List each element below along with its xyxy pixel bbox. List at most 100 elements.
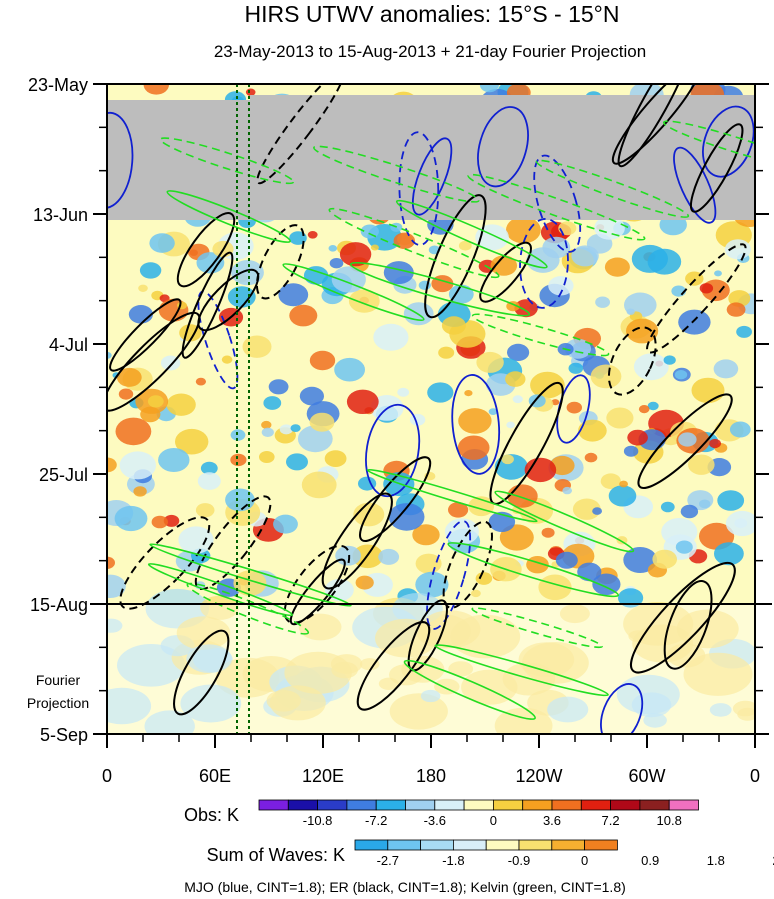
anomaly-blob (572, 498, 601, 520)
anomaly-blob (506, 421, 515, 429)
projection-blob (683, 652, 753, 696)
anomaly-blob (118, 388, 134, 400)
anomaly-blob (661, 518, 698, 546)
anomaly-blob (675, 540, 693, 554)
anomaly-blob (279, 424, 293, 435)
mjo-contour (702, 105, 755, 178)
kelvin-contour (471, 313, 610, 357)
colorbar-tick-label: -2.7 (377, 853, 399, 868)
colorbar-tick-label: -10.8 (303, 813, 333, 828)
anomaly-blob (268, 379, 289, 395)
anomaly-blob (273, 514, 298, 534)
anomaly-blob (261, 427, 274, 437)
anomaly-blob (506, 216, 541, 244)
anomaly-blob (261, 420, 272, 429)
anomaly-blob (691, 377, 725, 404)
colorbar-tick-label: -1.8 (442, 853, 464, 868)
obs-colorbar: -10.8 -7.2 -3.6 0 3.6 7.2 10.8 (258, 799, 699, 828)
anomaly-blob (590, 364, 622, 389)
kelvin-contour (471, 607, 603, 649)
anomaly-blob (464, 390, 473, 397)
er-contour (256, 84, 346, 185)
projection-blob (732, 700, 755, 717)
anomaly-blob (688, 454, 715, 475)
anomaly-blob (729, 421, 751, 438)
er-contour (181, 251, 234, 359)
anomaly-blob (143, 84, 169, 95)
anomaly-blob (200, 461, 218, 475)
mjo-contour (533, 154, 582, 253)
colorbar-swatch (452, 839, 487, 851)
anomaly-blob (230, 453, 247, 467)
anomaly-blob (652, 549, 677, 569)
waves-colorbar-label: Sum of Waves: K (207, 845, 345, 865)
anomaly-blob (699, 283, 714, 294)
anomaly-blob (335, 545, 361, 566)
colorbar-swatch (405, 799, 436, 811)
anomaly-blob (512, 395, 523, 404)
fourier-projection-shade (107, 604, 755, 734)
kelvin-contour (662, 120, 755, 168)
anomaly-blob (297, 425, 333, 453)
er-contour (617, 84, 692, 168)
colorbar-tick-label: 7.2 (602, 813, 620, 828)
anomaly-blob (623, 547, 658, 573)
anomaly-blob (505, 371, 526, 387)
projection-blob (559, 604, 590, 624)
colorbar-swatch (518, 839, 553, 851)
anomaly-blob (538, 574, 572, 601)
mjo-contour (365, 403, 421, 498)
anomaly-blob (139, 262, 162, 279)
anomaly-blob (476, 351, 504, 373)
mjo-contour (426, 520, 472, 630)
anomaly-blob (166, 393, 196, 416)
anomaly-blob (289, 304, 318, 327)
anomaly-blob (577, 562, 602, 582)
mjo-contour (398, 131, 440, 246)
anomaly-blob (263, 396, 282, 410)
x-tick-label: 0 (750, 766, 760, 786)
anomaly-blob (245, 88, 256, 96)
colorbar-swatch (668, 799, 699, 811)
er-contour (424, 194, 487, 319)
anomaly-blob (490, 255, 518, 276)
anomaly-blob (378, 548, 400, 565)
kelvin-contour (494, 490, 635, 553)
er-contour (607, 326, 657, 396)
anomaly-blob (564, 338, 592, 359)
mjo-contour (451, 374, 501, 475)
er-contour (646, 243, 747, 354)
anomaly-blob (299, 386, 324, 406)
projection-blob (176, 616, 231, 650)
anomaly-blob (714, 542, 744, 566)
colorbar-swatch (492, 799, 524, 811)
anomaly-blob (458, 408, 492, 434)
anomaly-blob (360, 224, 379, 239)
anomaly-blob (388, 503, 425, 531)
colorbar-tick-label: 10.8 (657, 813, 682, 828)
projection-blob (709, 703, 732, 717)
er-contour (173, 629, 230, 716)
kelvin-contour (149, 543, 352, 607)
kelvin-contour (467, 173, 646, 241)
mjo-contour (673, 146, 717, 224)
anomaly-blob (709, 438, 721, 449)
anomaly-blob (571, 245, 599, 267)
anomaly-blob (138, 284, 148, 292)
projection-blob (284, 651, 352, 695)
anomaly-blob (726, 302, 746, 317)
er-contour (359, 456, 432, 542)
anomaly-blob (687, 490, 714, 511)
anomaly-blob (178, 526, 214, 554)
anomaly-blob (626, 308, 635, 315)
anomaly-blob (623, 445, 639, 457)
y-tick-label: 15-Aug (30, 595, 88, 615)
anomaly-blob (619, 480, 628, 488)
projection-blob (117, 644, 186, 687)
er-contour (119, 516, 211, 610)
anomaly-blob (415, 571, 449, 598)
anomaly-blob (427, 382, 454, 403)
anomaly-blob (329, 258, 344, 269)
er-contour (637, 393, 733, 489)
y-tick-label: 23-May (28, 75, 88, 95)
